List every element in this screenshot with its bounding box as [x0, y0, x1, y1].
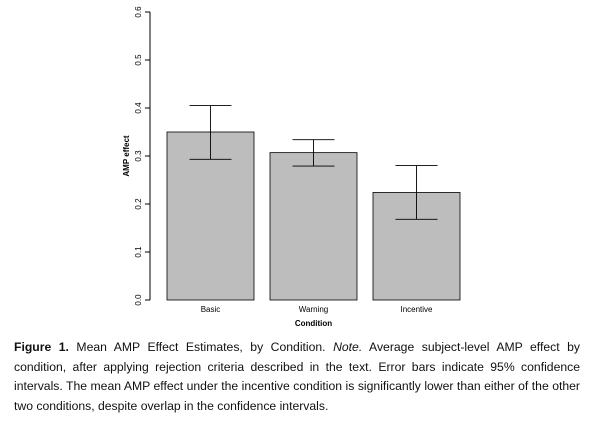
- error-bars: [189, 105, 438, 220]
- x-tick-label: Incentive: [400, 305, 433, 314]
- y-tick-label: 0.3: [134, 150, 143, 162]
- y-tick-label: 0.4: [134, 102, 143, 114]
- y-tick-label: 0.6: [134, 6, 143, 18]
- x-tick-label: Warning: [299, 305, 329, 314]
- bar-chart: 0.0 0.1 0.2 0.3 0.4 0.5 0.6 Basic Warning Incent…: [122, 6, 461, 328]
- y-tick-label: 0.5: [134, 54, 143, 66]
- y-tick-label: 0.0: [134, 294, 143, 306]
- bars: [166, 131, 461, 301]
- bar: [166, 131, 255, 301]
- bar: [269, 152, 358, 301]
- x-tick-label: Basic: [201, 305, 221, 314]
- note-text: Average subject-level AMP effect by cond…: [14, 340, 580, 413]
- note-label: Note.: [333, 340, 363, 354]
- figure-label: Figure 1.: [14, 340, 69, 354]
- y-axis-title: AMP effect: [122, 135, 131, 177]
- y-tick-label: 0.2: [134, 198, 143, 210]
- figure-title: Mean AMP Effect Estimates, by Condition.: [68, 340, 334, 354]
- x-tick-labels: Basic Warning Incentive: [201, 305, 433, 314]
- y-axis: 0.0 0.1 0.2 0.3 0.4 0.5 0.6: [134, 6, 151, 306]
- x-axis-title: Condition: [295, 319, 332, 328]
- y-tick-label: 0.1: [134, 246, 143, 258]
- figure-caption: Figure 1. Mean AMP Effect Estimates, by …: [14, 338, 580, 416]
